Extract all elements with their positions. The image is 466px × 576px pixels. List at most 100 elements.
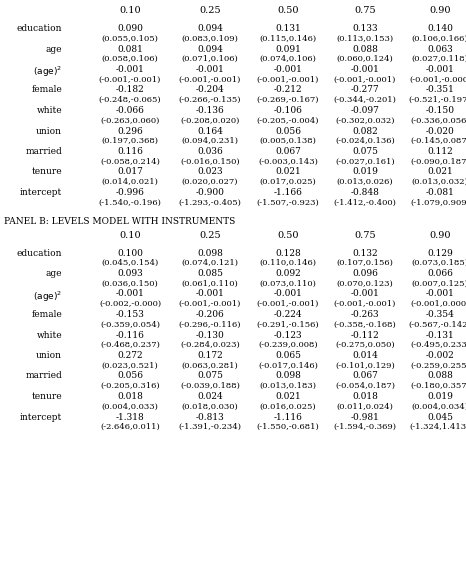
Text: -0.066: -0.066 — [116, 106, 144, 115]
Text: (0.107,0.156): (0.107,0.156) — [336, 259, 393, 267]
Text: 0.088: 0.088 — [352, 44, 378, 54]
Text: -0.263: -0.263 — [351, 310, 379, 319]
Text: 0.90: 0.90 — [429, 230, 451, 240]
Text: 0.75: 0.75 — [354, 6, 376, 15]
Text: (-0.017,0.146): (-0.017,0.146) — [258, 362, 318, 369]
Text: PANEL B: LEVELS MODEL WITH INSTRUMENTS: PANEL B: LEVELS MODEL WITH INSTRUMENTS — [4, 217, 235, 225]
Text: 0.067: 0.067 — [352, 372, 378, 381]
Text: (-1.293,-0.405): (-1.293,-0.405) — [178, 199, 241, 207]
Text: 0.096: 0.096 — [352, 269, 378, 278]
Text: 0.066: 0.066 — [427, 269, 453, 278]
Text: (-0.058,0.214): (-0.058,0.214) — [100, 157, 160, 165]
Text: intercept: intercept — [20, 412, 62, 422]
Text: (0.073,0.185): (0.073,0.185) — [411, 259, 466, 267]
Text: age: age — [46, 269, 62, 278]
Text: (-1.594,-0.369): (-1.594,-0.369) — [334, 423, 397, 431]
Text: 0.056: 0.056 — [275, 127, 301, 135]
Text: union: union — [36, 127, 62, 135]
Text: -0.001: -0.001 — [196, 65, 225, 74]
Text: (-1.540,-0.196): (-1.540,-0.196) — [99, 199, 161, 207]
Text: -0.351: -0.351 — [425, 85, 454, 94]
Text: (-0.001,-0.001): (-0.001,-0.001) — [257, 300, 319, 308]
Text: 0.100: 0.100 — [117, 248, 143, 257]
Text: (-0.101,0.129): (-0.101,0.129) — [335, 362, 395, 369]
Text: -0.212: -0.212 — [274, 85, 302, 94]
Text: 0.10: 0.10 — [119, 6, 141, 15]
Text: 0.112: 0.112 — [427, 147, 453, 156]
Text: white: white — [36, 331, 62, 339]
Text: (0.083,0.109): (0.083,0.109) — [182, 35, 239, 43]
Text: -0.136: -0.136 — [196, 106, 224, 115]
Text: -0.001: -0.001 — [116, 290, 144, 298]
Text: 0.021: 0.021 — [275, 168, 301, 176]
Text: 0.023: 0.023 — [197, 168, 223, 176]
Text: (-0.039,0.188): (-0.039,0.188) — [180, 382, 240, 390]
Text: (-0.521,-0.197): (-0.521,-0.197) — [409, 96, 466, 104]
Text: -0.106: -0.106 — [274, 106, 302, 115]
Text: $\mathrm{(age)^2}$: $\mathrm{(age)^2}$ — [33, 65, 62, 79]
Text: (-0.205,0.316): (-0.205,0.316) — [100, 382, 160, 390]
Text: female: female — [31, 85, 62, 94]
Text: -0.081: -0.081 — [425, 188, 454, 197]
Text: (-1.391,-0.234): (-1.391,-0.234) — [178, 423, 241, 431]
Text: 0.116: 0.116 — [117, 147, 143, 156]
Text: -0.354: -0.354 — [425, 310, 454, 319]
Text: 0.018: 0.018 — [352, 392, 378, 401]
Text: (0.055,0.105): (0.055,0.105) — [102, 35, 158, 43]
Text: (0.004,0.034): (0.004,0.034) — [411, 403, 466, 411]
Text: 0.081: 0.081 — [117, 44, 143, 54]
Text: 0.018: 0.018 — [117, 392, 143, 401]
Text: -0.277: -0.277 — [350, 85, 379, 94]
Text: -0.001: -0.001 — [116, 65, 144, 74]
Text: 0.092: 0.092 — [275, 269, 301, 278]
Text: -0.001: -0.001 — [425, 65, 454, 74]
Text: 0.091: 0.091 — [275, 44, 301, 54]
Text: (0.007,0.125): (0.007,0.125) — [411, 279, 466, 287]
Text: (-0.567,-0.142): (-0.567,-0.142) — [409, 320, 466, 328]
Text: (-0.259,0.255): (-0.259,0.255) — [410, 362, 466, 369]
Text: (0.014,0.021): (0.014,0.021) — [102, 178, 158, 186]
Text: -1.116: -1.116 — [274, 412, 302, 422]
Text: -0.900: -0.900 — [196, 188, 225, 197]
Text: -0.001: -0.001 — [274, 290, 302, 298]
Text: -1.318: -1.318 — [116, 412, 144, 422]
Text: 0.065: 0.065 — [275, 351, 301, 360]
Text: 0.094: 0.094 — [197, 24, 223, 33]
Text: 0.021: 0.021 — [427, 168, 453, 176]
Text: -0.224: -0.224 — [274, 310, 302, 319]
Text: (0.018,0.030): (0.018,0.030) — [182, 403, 239, 411]
Text: (0.060,0.124): (0.060,0.124) — [336, 55, 393, 63]
Text: (-0.269,-0.167): (-0.269,-0.167) — [257, 96, 319, 104]
Text: 0.131: 0.131 — [275, 24, 301, 33]
Text: 0.075: 0.075 — [197, 372, 223, 381]
Text: (-0.296,-0.116): (-0.296,-0.116) — [179, 320, 241, 328]
Text: (0.106,0.166): (0.106,0.166) — [411, 35, 466, 43]
Text: (0.036,0.150): (0.036,0.150) — [102, 279, 158, 287]
Text: 0.094: 0.094 — [197, 44, 223, 54]
Text: (-0.359,0.054): (-0.359,0.054) — [100, 320, 160, 328]
Text: (-0.001,-0.001): (-0.001,-0.001) — [334, 75, 396, 84]
Text: married: married — [25, 147, 62, 156]
Text: 0.088: 0.088 — [427, 372, 453, 381]
Text: (0.094,0.231): (0.094,0.231) — [181, 137, 239, 145]
Text: (0.197,0.368): (0.197,0.368) — [102, 137, 158, 145]
Text: (0.004,0.033): (0.004,0.033) — [102, 403, 158, 411]
Text: (-0.239,0.008): (-0.239,0.008) — [258, 341, 318, 349]
Text: 0.098: 0.098 — [275, 372, 301, 381]
Text: (-1.079,0.909): (-1.079,0.909) — [410, 199, 466, 207]
Text: 0.75: 0.75 — [354, 230, 376, 240]
Text: 0.014: 0.014 — [352, 351, 378, 360]
Text: (0.070,0.123): (0.070,0.123) — [336, 279, 393, 287]
Text: 0.10: 0.10 — [119, 230, 141, 240]
Text: (0.058,0.106): (0.058,0.106) — [102, 55, 158, 63]
Text: $\mathrm{(age)^2}$: $\mathrm{(age)^2}$ — [33, 290, 62, 304]
Text: (-0.468,0.237): (-0.468,0.237) — [100, 341, 160, 349]
Text: -0.981: -0.981 — [350, 412, 379, 422]
Text: female: female — [31, 310, 62, 319]
Text: 0.50: 0.50 — [277, 230, 299, 240]
Text: -0.001: -0.001 — [274, 65, 302, 74]
Text: (0.027,0.118): (0.027,0.118) — [411, 55, 466, 63]
Text: 0.25: 0.25 — [199, 230, 221, 240]
Text: (-0.024,0.136): (-0.024,0.136) — [335, 137, 395, 145]
Text: 0.085: 0.085 — [197, 269, 223, 278]
